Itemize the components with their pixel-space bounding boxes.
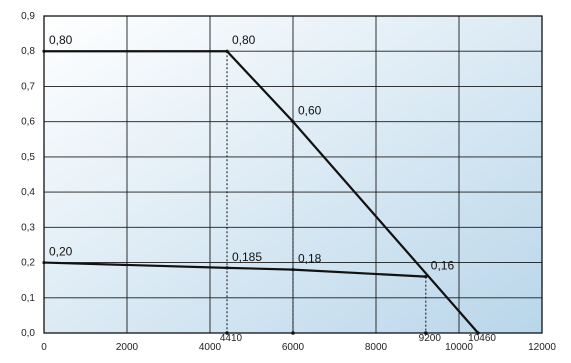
x-tick-label: 2000 [116, 342, 139, 353]
data-point [225, 49, 229, 53]
series-lines [42, 49, 480, 335]
guide-label: 9200 [419, 333, 442, 344]
axes: 0 2000 4000 6000 8000 10000 12000 0,0 0,1 0,2 0,3 0… [21, 11, 556, 353]
data-point [476, 331, 480, 335]
data-point [42, 49, 46, 53]
guide-lines [225, 51, 428, 335]
y-tick-label: 0,6 [21, 117, 35, 128]
y-tick-label: 0,7 [21, 81, 35, 92]
y-tick-label: 0,5 [21, 152, 35, 163]
y-tick-label: 0,4 [21, 187, 35, 198]
series-line [44, 50, 479, 334]
data-label: 0,60 [298, 104, 322, 118]
y-tick-label: 0,1 [21, 293, 35, 304]
y-tick-label: 0,0 [21, 328, 35, 339]
x-tick-label: 6000 [282, 342, 305, 353]
data-point [291, 268, 295, 272]
y-tick-label: 0,2 [21, 258, 35, 269]
data-label: 0,185 [232, 250, 262, 264]
data-label: 0,16 [431, 259, 455, 273]
x-intercept-label: 10460 [468, 333, 496, 344]
x-tick-label: 12000 [528, 342, 556, 353]
x-tick-label: 10000 [445, 342, 473, 353]
annotations: 0,80 0,80 0,60 0,20 0,185 0,18 0,16 [49, 33, 454, 272]
guide-marker [424, 331, 428, 335]
data-label: 0,80 [49, 33, 73, 47]
y-tick-label: 0,9 [21, 11, 35, 22]
data-label: 0,18 [298, 252, 322, 266]
x-tick-label: 4000 [199, 342, 222, 353]
data-point [291, 120, 295, 124]
guide-marker [225, 331, 229, 335]
data-point [225, 266, 229, 270]
y-tick-label: 0,8 [21, 46, 35, 57]
x-tick-label: 8000 [365, 342, 388, 353]
series-line [43, 261, 426, 278]
data-label: 0,80 [232, 33, 256, 47]
guide-marker [291, 331, 295, 335]
data-point [42, 260, 46, 265]
guide-label: 4410 [220, 333, 243, 344]
data-point [424, 275, 428, 279]
y-tick-label: 0,3 [21, 222, 35, 233]
x-tick-label: 0 [41, 342, 47, 353]
data-label: 0,20 [49, 245, 73, 259]
